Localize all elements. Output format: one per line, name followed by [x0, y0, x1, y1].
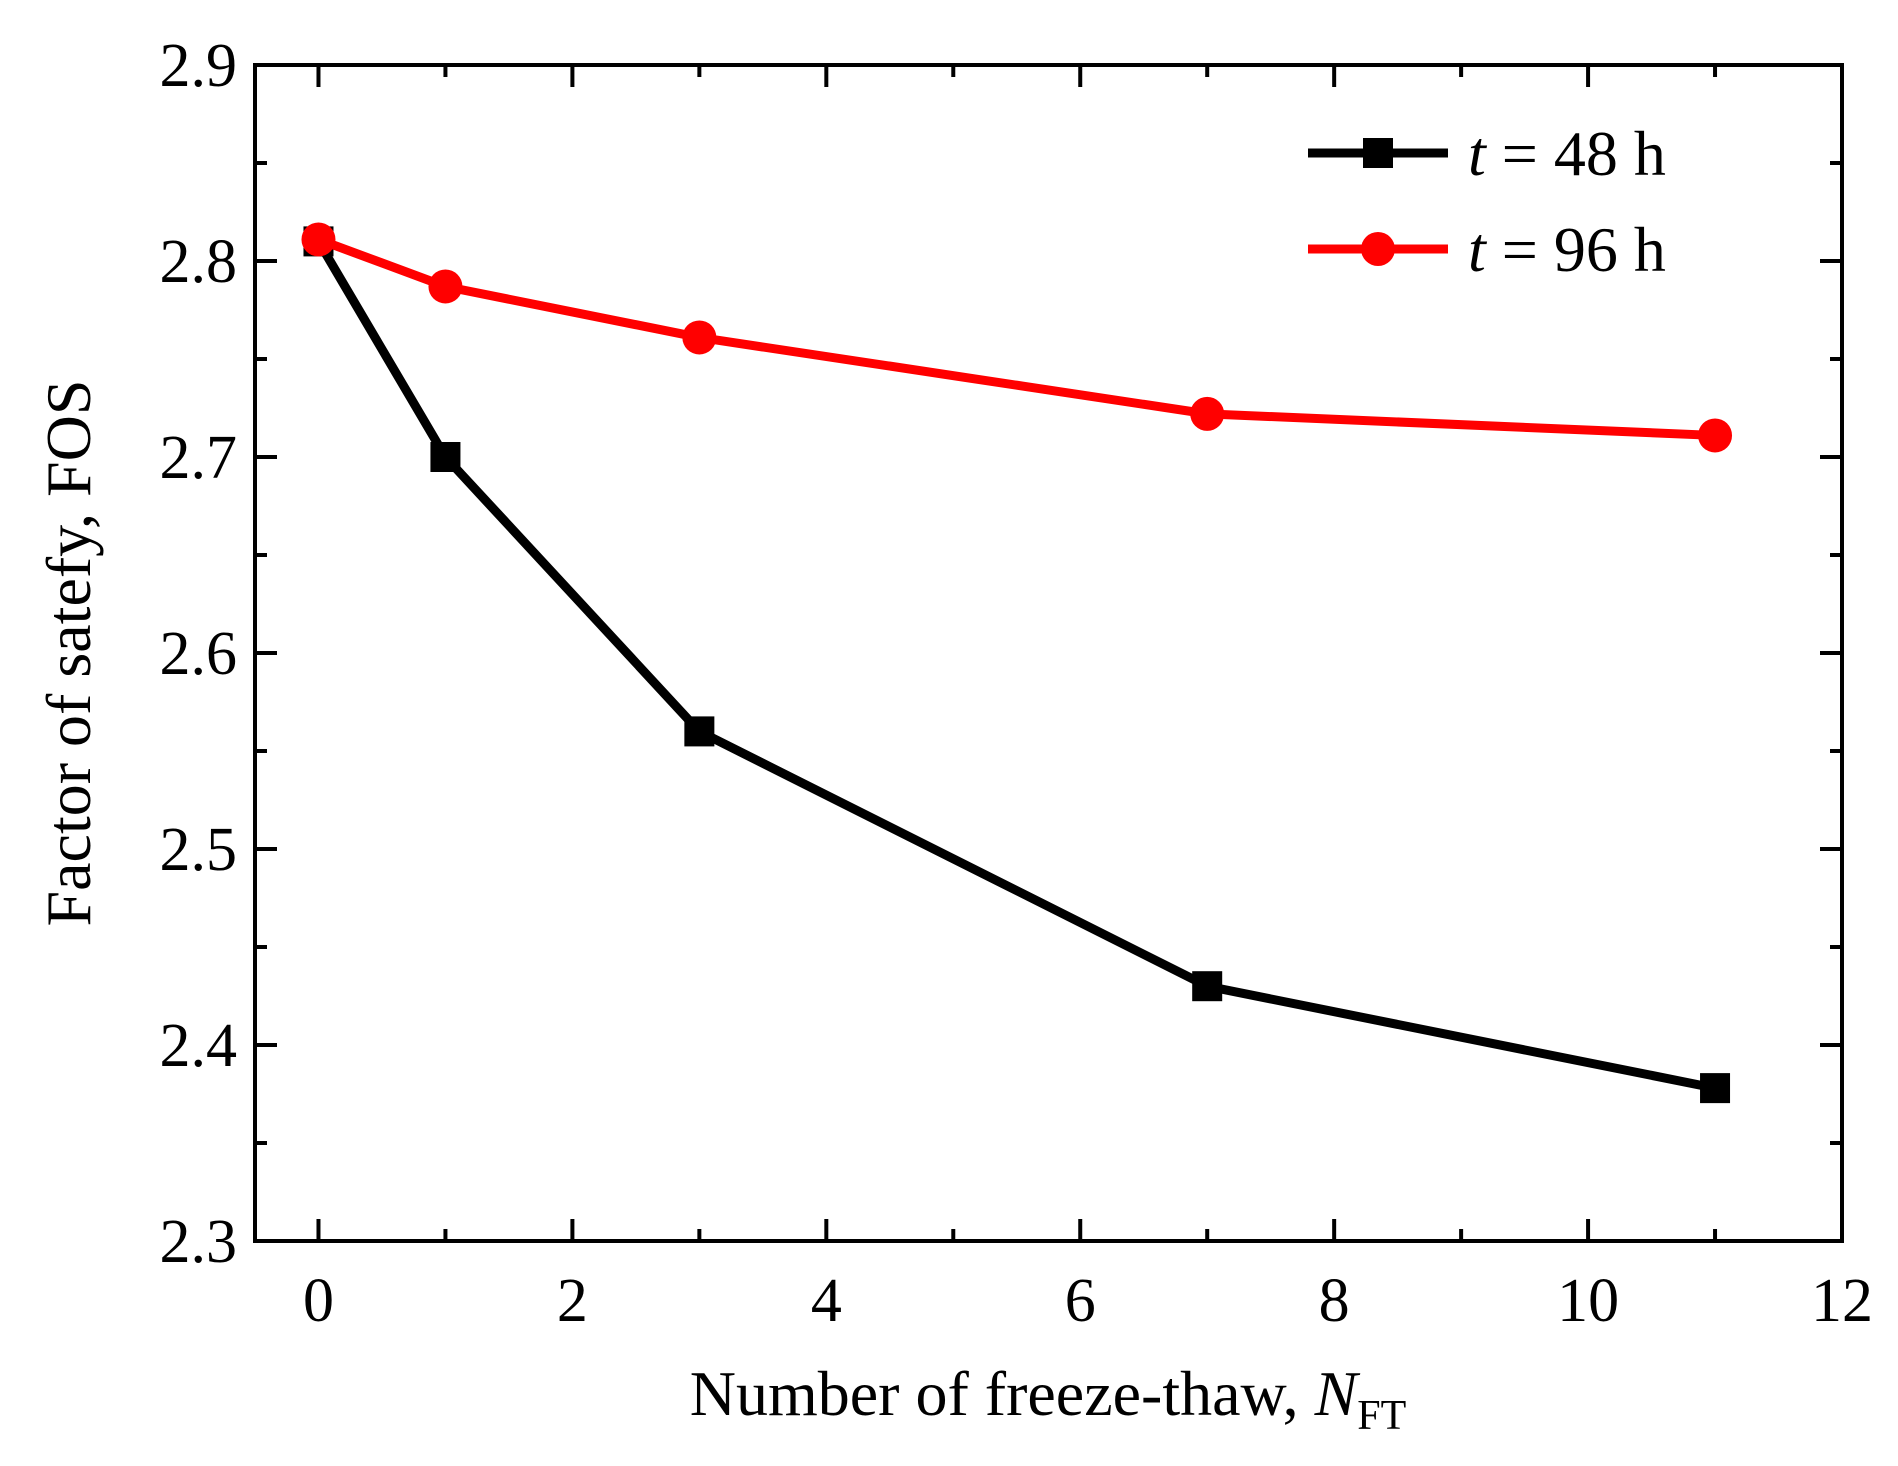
y-axis-title: Factor of satefy, FOS	[33, 380, 104, 927]
series-2	[301, 222, 1733, 453]
data-point	[1190, 396, 1225, 431]
x-tick-label: 2	[557, 1267, 588, 1335]
data-point	[430, 442, 461, 472]
y-tick-label: 2.5	[160, 816, 238, 884]
data-point	[428, 269, 463, 304]
x-tick-label: 0	[303, 1267, 334, 1335]
legend-item-2: t = 96 h	[1308, 214, 1666, 285]
data-point	[684, 716, 715, 747]
y-tick-label: 2.3	[160, 1208, 238, 1276]
legend: t = 48 h t = 96 h	[1308, 118, 1666, 285]
series-layer	[301, 222, 1733, 1104]
data-point	[1700, 1073, 1731, 1104]
y-tick-label: 2.9	[160, 32, 238, 100]
tick-labels: 0 2 4 6 8 10 12 2.3 2.4 2.5 2.6 2.7 2.8 2.9	[160, 32, 1874, 1335]
legend-label: t = 96 h	[1468, 214, 1666, 285]
x-tick-label: 10	[1557, 1267, 1619, 1335]
data-point	[301, 222, 336, 257]
legend-item-1: t = 48 h	[1308, 118, 1666, 189]
x-tick-label: 4	[811, 1267, 842, 1335]
data-point	[1192, 971, 1223, 1002]
legend-marker	[1361, 232, 1395, 266]
y-tick-label: 2.4	[160, 1012, 238, 1080]
x-tick-label: 8	[1319, 1267, 1350, 1335]
x-axis-title: Number of freeze-thaw, NFT	[690, 1358, 1407, 1439]
y-tick-label: 2.6	[160, 620, 238, 688]
series-1	[303, 226, 1731, 1104]
y-tick-label: 2.7	[160, 424, 238, 492]
axis-ticks	[255, 65, 1842, 1241]
x-tick-label: 12	[1811, 1267, 1873, 1335]
series-line	[314, 239, 1716, 1093]
legend-label: t = 48 h	[1468, 118, 1666, 189]
legend-marker	[1363, 138, 1393, 168]
data-point	[682, 320, 717, 355]
x-tick-label: 6	[1065, 1267, 1096, 1335]
y-tick-label: 2.8	[160, 228, 238, 296]
data-point	[1698, 418, 1733, 453]
